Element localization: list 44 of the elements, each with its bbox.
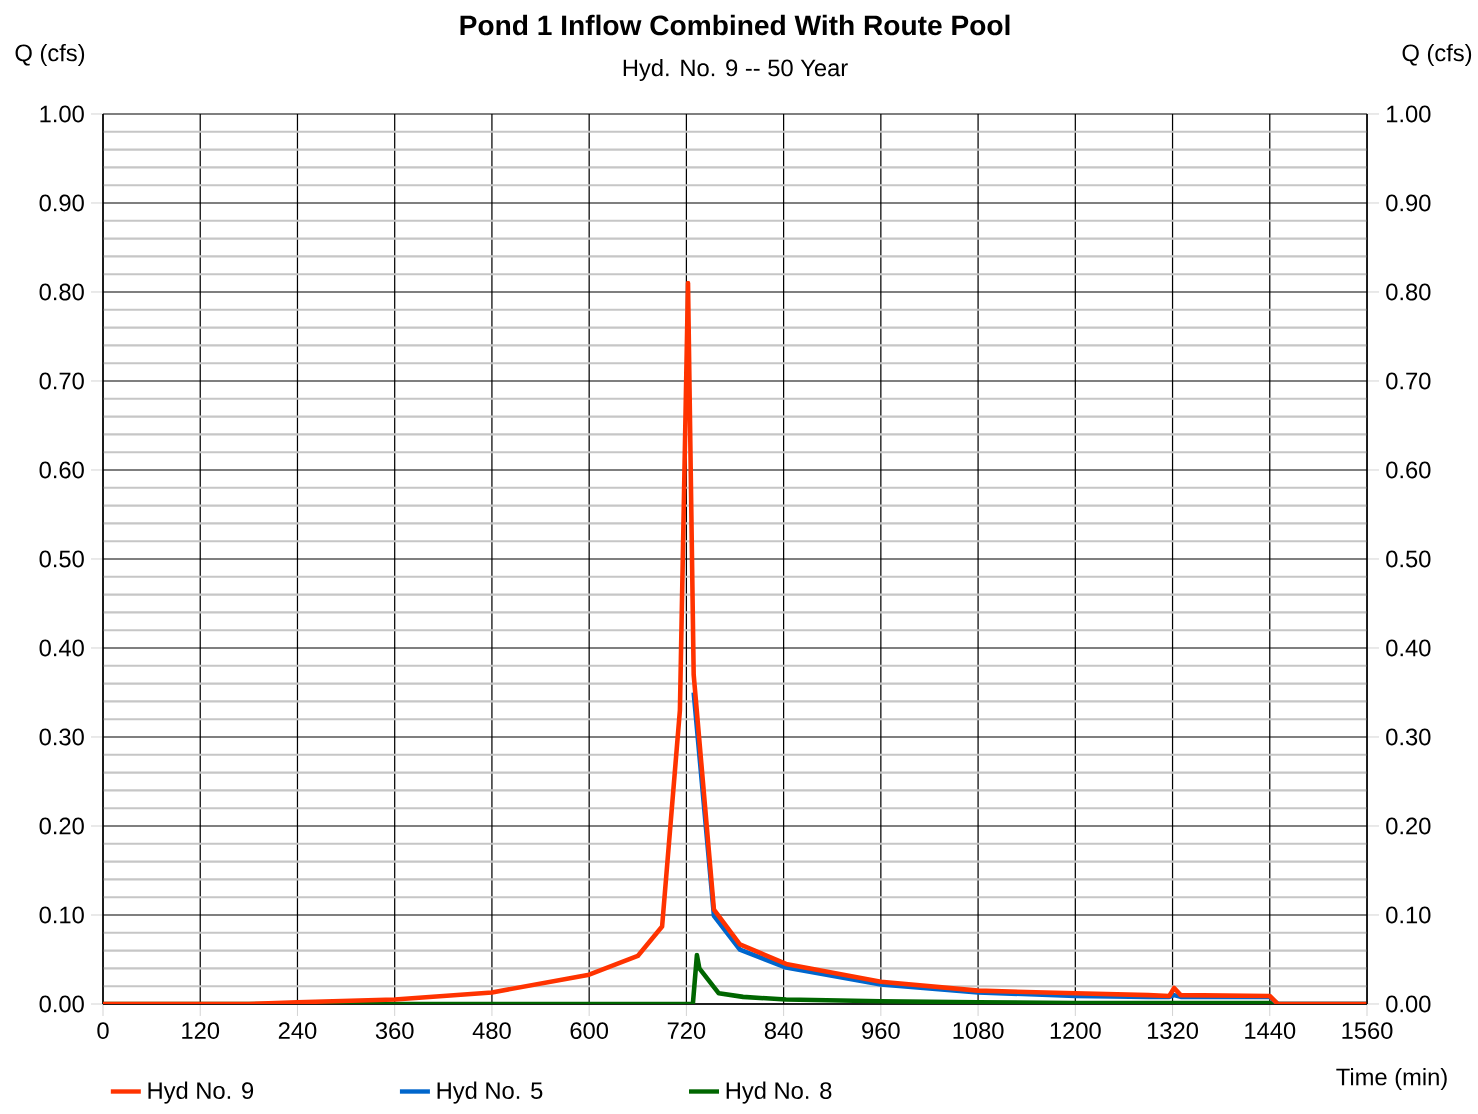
x-tick-label: 1080: [953, 1022, 1004, 1039]
legend-label: Hyd No. 8: [726, 1081, 832, 1104]
y-tick-label: 0.60: [39, 461, 84, 479]
x-tick-label: 1440: [1245, 1022, 1296, 1039]
x-tick-label: 240: [278, 1022, 317, 1039]
y2-tick-label: 0.30: [1386, 728, 1431, 746]
x-tick-label: 720: [667, 1022, 706, 1039]
y-tick-label: 0.50: [39, 550, 84, 568]
y2-tick-label: 0.50: [1386, 550, 1431, 568]
x-tick-label: 600: [570, 1022, 609, 1039]
y-tick-label: 0.40: [39, 639, 84, 657]
chart-title: Pond 1 Inflow Combined With Route Pool: [460, 14, 1010, 36]
x-axis-title: Time (min): [1336, 1067, 1447, 1091]
x-tick-label: 1560: [1342, 1022, 1393, 1039]
y-tick-label: 0.20: [39, 817, 84, 835]
y-tick-label: 0.00: [39, 995, 84, 1013]
y2-axis-title: Q (cfs): [1402, 43, 1472, 67]
chart-subtitle: Hyd. No. 9 -- 50 Year: [623, 58, 848, 82]
legend-label: Hyd No. 9: [148, 1081, 254, 1104]
y2-tick-label: 1.00: [1387, 105, 1431, 123]
x-tick-label: 360: [375, 1022, 414, 1039]
x-tick-label: 840: [764, 1022, 803, 1039]
y2-tick-label: 0.90: [1386, 194, 1431, 212]
y-tick-label: 0.80: [39, 283, 84, 301]
legend-label: Hyd No. 5: [437, 1081, 543, 1104]
y2-tick-label: 0.20: [1386, 817, 1431, 835]
y2-tick-label: 0.80: [1386, 283, 1431, 301]
x-tick-label: 480: [472, 1022, 511, 1039]
y2-tick-label: 0.00: [1386, 995, 1431, 1013]
x-tick-label: 1320: [1147, 1022, 1198, 1039]
x-tick-label: 1200: [1050, 1022, 1101, 1039]
y2-tick-label: 0.40: [1386, 639, 1431, 657]
y-tick-label: 0.10: [39, 906, 84, 924]
y2-tick-label: 0.70: [1386, 372, 1431, 390]
y2-tick-label: 0.10: [1386, 906, 1431, 924]
y-tick-label: 0.30: [39, 728, 84, 746]
y2-tick-label: 0.60: [1386, 461, 1431, 479]
y-axis-title: Q (cfs): [15, 43, 85, 67]
y-tick-label: 0.70: [39, 372, 84, 390]
x-tick-label: 120: [182, 1022, 220, 1039]
y-tick-label: 0.90: [39, 194, 84, 212]
y-tick-label: 1.00: [40, 105, 84, 123]
x-tick-label: 0: [97, 1022, 109, 1039]
x-tick-label: 960: [862, 1022, 900, 1039]
